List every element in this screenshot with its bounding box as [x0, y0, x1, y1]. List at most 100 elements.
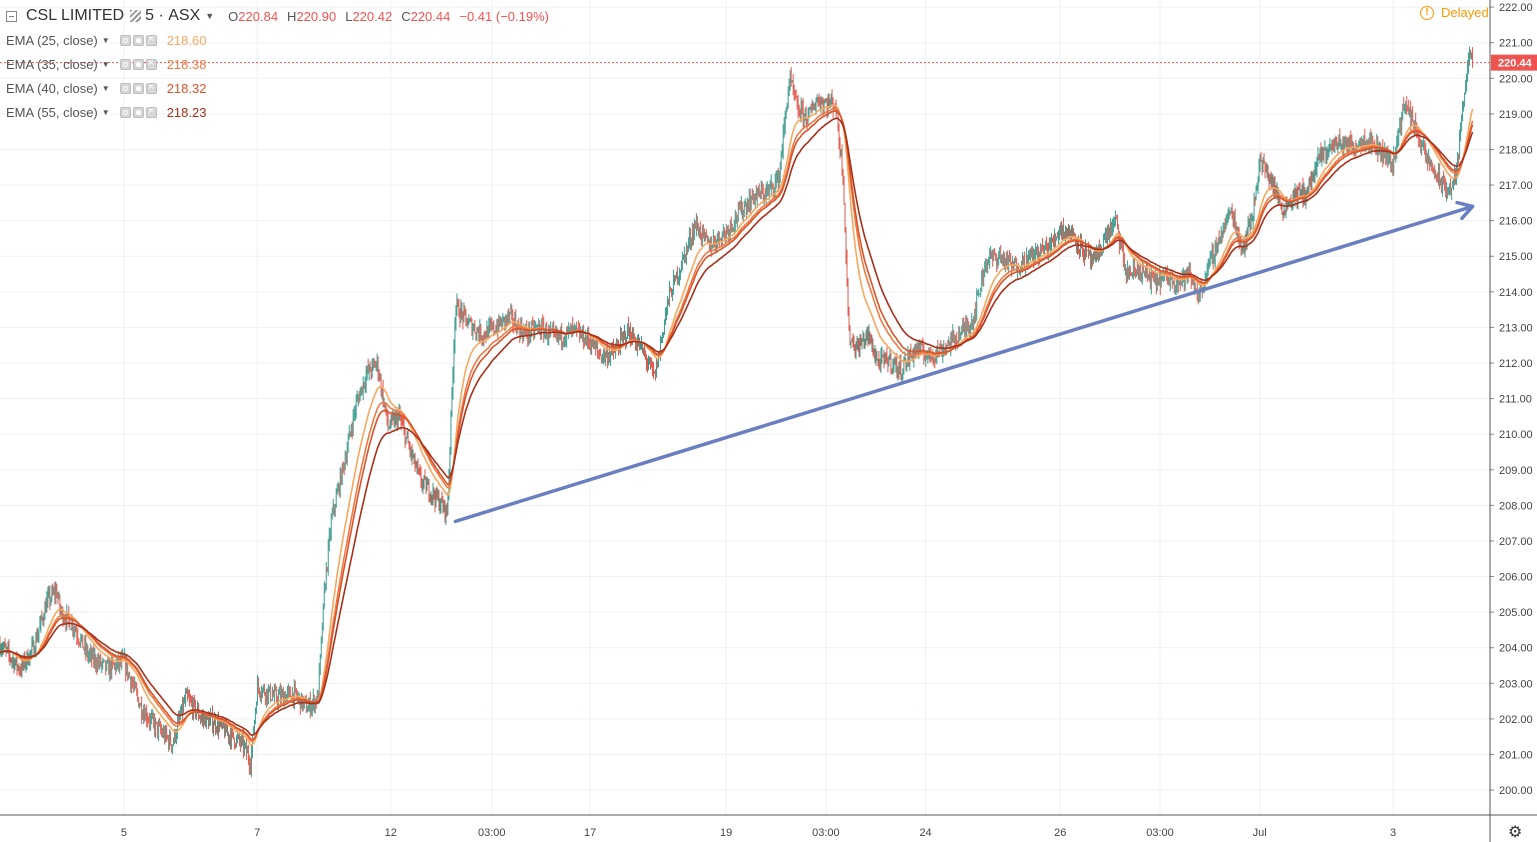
- symbol-name[interactable]: CSL LIMITED: [26, 7, 125, 24]
- chevron-down-icon[interactable]: ▼: [101, 35, 110, 45]
- ema-line-35: [0, 108, 1474, 743]
- collapse-icon[interactable]: [6, 10, 17, 22]
- eye-icon[interactable]: [119, 34, 131, 46]
- symbol-interval: 5: [145, 7, 154, 24]
- x-tick-label: 03:00: [1146, 827, 1174, 839]
- y-tick-label: 200.00: [1499, 785, 1533, 797]
- eye-icon[interactable]: [119, 106, 131, 118]
- y-tick-label: 220.00: [1499, 73, 1533, 85]
- x-tick-label: 03:00: [478, 827, 506, 839]
- y-tick-label: 203.00: [1499, 678, 1533, 690]
- x-tick-label: 03:00: [812, 827, 840, 839]
- eye-icon[interactable]: [119, 58, 131, 70]
- indicator-row[interactable]: EMA (40, close)▼ 218.32: [6, 76, 558, 100]
- close-icon[interactable]: [145, 33, 157, 46]
- indicator-label[interactable]: EMA (40, close): [6, 80, 98, 96]
- interval-separator: ·: [154, 7, 169, 24]
- y-tick-label: 205.00: [1499, 607, 1533, 619]
- gear-icon[interactable]: [132, 82, 144, 94]
- x-tick-label: 26: [1054, 827, 1066, 839]
- y-tick-label: 210.00: [1499, 429, 1533, 441]
- x-tick-label: 12: [385, 827, 397, 839]
- last-price-tag: [1491, 54, 1537, 71]
- ohlc-value-o: 220.84: [238, 8, 279, 24]
- trendline-drawing[interactable]: [453, 200, 1475, 524]
- symbol-exchange: ASX: [168, 7, 201, 24]
- y-tick-label: 213.00: [1499, 322, 1533, 334]
- chevron-down-icon[interactable]: ▼: [101, 59, 110, 69]
- trendline-arrowhead: [1460, 204, 1475, 221]
- ohlc-key-h: H: [287, 8, 297, 24]
- close-icon[interactable]: [145, 57, 157, 70]
- x-axis: 5 7 12 03:00 17 19 03:00 24 26 03:00 Jul 3: [0, 814, 1537, 839]
- gear-icon[interactable]: ⚙: [1508, 824, 1523, 841]
- y-tick-label: 216.00: [1499, 216, 1533, 228]
- ohlc-key-o: O: [228, 8, 239, 24]
- x-tick-label: 17: [584, 827, 596, 839]
- y-tick-label: 208.00: [1499, 500, 1533, 512]
- gear-icon[interactable]: [132, 34, 144, 46]
- chevron-down-icon[interactable]: ▼: [205, 11, 215, 21]
- price-change: −0.41 (−0.19%): [459, 8, 549, 24]
- indicator-label[interactable]: EMA (55, close): [6, 104, 98, 120]
- trendline-arrowhead: [1455, 200, 1475, 209]
- chart-legend: CSL LIMITED 5 · ASX ▼ O220.84 H220.90 L220…: [6, 4, 558, 124]
- y-tick-label: 222.00: [1499, 2, 1533, 14]
- indicator-row[interactable]: EMA (25, close)▼ 218.60: [6, 28, 558, 52]
- symbol-header: CSL LIMITED 5 · ASX ▼ O220.84 H220.90 L220…: [6, 4, 558, 28]
- ema-line-40: [0, 110, 1474, 741]
- y-tick-label: 204.00: [1499, 643, 1533, 655]
- delayed-label: Delayed: [1441, 5, 1489, 20]
- y-tick-label: 211.00: [1499, 394, 1532, 406]
- x-tick-label: 3: [1390, 827, 1396, 839]
- gear-icon[interactable]: [132, 106, 144, 118]
- y-tick-label: 201.00: [1499, 749, 1533, 761]
- ohlc-value-h: 220.90: [296, 8, 337, 24]
- ohlc-value-l: 220.42: [352, 8, 393, 24]
- y-tick-label: 207.00: [1499, 536, 1533, 548]
- gear-icon[interactable]: [132, 58, 144, 70]
- indicator-value: 218.60: [166, 32, 207, 48]
- chevron-down-icon[interactable]: ▼: [101, 107, 110, 117]
- y-tick-label: 221.00: [1499, 38, 1533, 50]
- x-tick-label: 7: [254, 827, 260, 839]
- warning-clock-icon: !: [1420, 5, 1434, 20]
- indicator-label[interactable]: EMA (35, close): [6, 56, 98, 72]
- x-tick-label: Jul: [1253, 827, 1267, 839]
- y-tick-label: 219.00: [1499, 109, 1533, 121]
- eye-icon[interactable]: [119, 82, 131, 94]
- indicator-row[interactable]: EMA (35, close)▼ 218.38: [6, 52, 558, 76]
- y-tick-label: 214.00: [1499, 287, 1533, 299]
- last-price-marker: 220.44: [0, 54, 1537, 71]
- indicator-value: 218.32: [166, 80, 207, 96]
- y-tick-label: 212.00: [1499, 358, 1533, 370]
- close-icon[interactable]: [145, 105, 157, 118]
- y-axis: 200.00 201.00 202.00 203.00 204.00 205.00 206.…: [1489, 0, 1533, 842]
- y-tick-label: 209.00: [1499, 465, 1533, 477]
- indicator-label[interactable]: EMA (25, close): [6, 32, 98, 48]
- chevron-down-icon[interactable]: ▼: [101, 83, 110, 93]
- last-price-label: 220.44: [1498, 58, 1533, 70]
- ema-line-25: [0, 104, 1474, 747]
- x-tick-label: 19: [720, 827, 732, 839]
- indicator-value: 218.23: [166, 104, 207, 120]
- x-tick-label: 5: [121, 827, 127, 839]
- ema-series: [0, 104, 1474, 747]
- ohlc-values: O220.84 H220.90 L220.42 C220.44: [228, 9, 459, 24]
- x-tick-label: 24: [919, 827, 931, 839]
- indicator-row[interactable]: EMA (55, close)▼ 218.23: [6, 100, 558, 124]
- ohlc-value-c: 220.44: [410, 8, 451, 24]
- ema-line-55: [0, 117, 1474, 736]
- ohlc-key-l: L: [345, 8, 353, 24]
- y-tick-label: 215.00: [1499, 251, 1533, 263]
- y-tick-label: 217.00: [1499, 180, 1533, 192]
- close-icon[interactable]: [145, 81, 157, 94]
- trendline[interactable]: [453, 204, 1475, 524]
- separator-icon: [130, 10, 142, 22]
- delayed-badge[interactable]: ! Delayed: [1420, 5, 1489, 20]
- indicator-value: 218.38: [166, 56, 207, 72]
